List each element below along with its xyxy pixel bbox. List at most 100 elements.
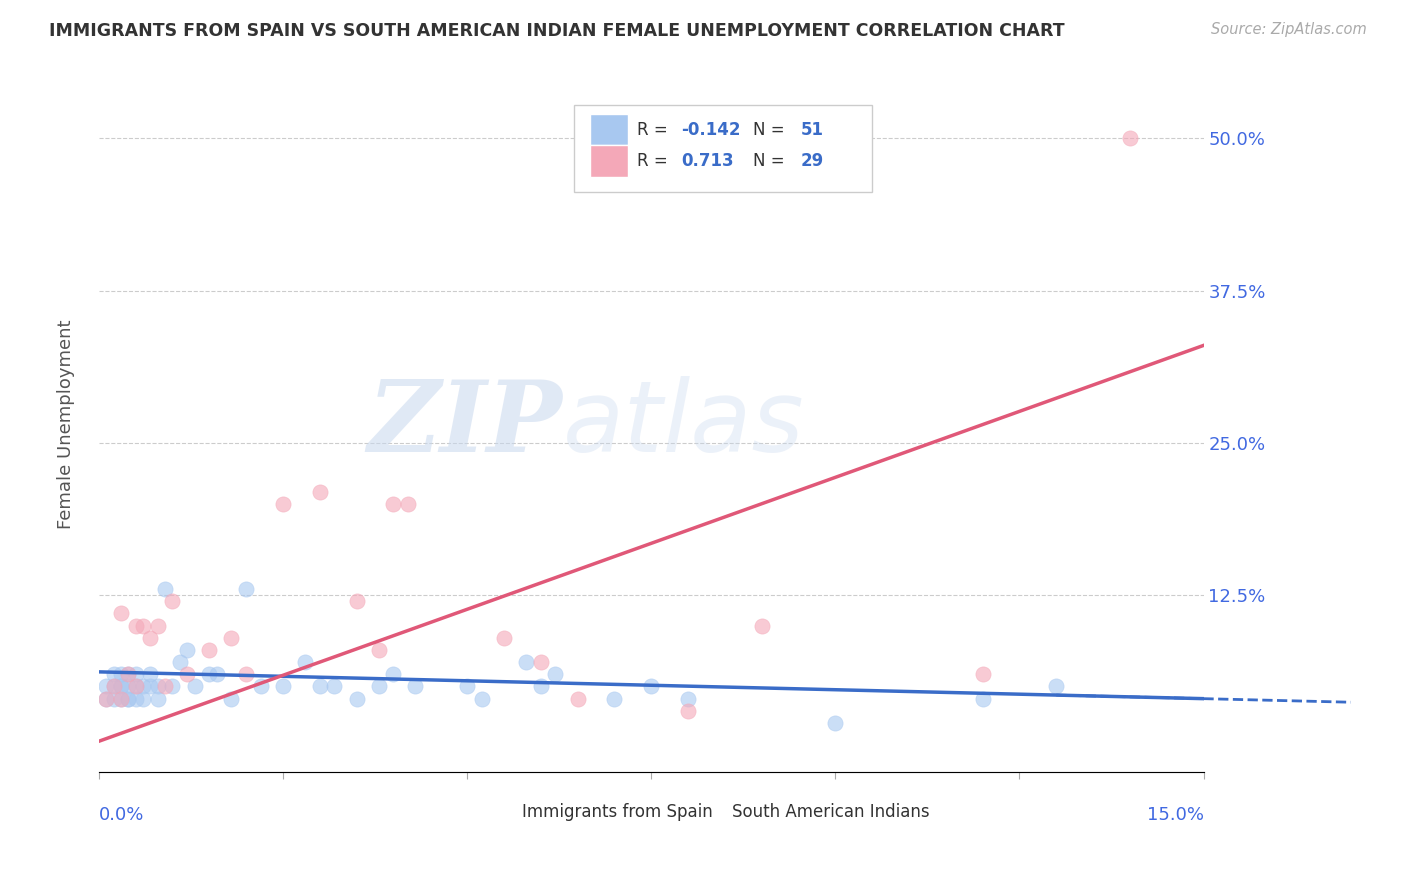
Text: 0.713: 0.713 (681, 152, 734, 169)
Point (198, 643, 221, 657)
Point (640, 680, 662, 694)
Point (205, 667, 228, 681)
Point (124, 667, 146, 681)
Point (471, 691, 494, 706)
Point (250, 680, 273, 694)
Point (103, 667, 125, 681)
Point (456, 680, 478, 694)
Point (153, 582, 176, 596)
Point (405, 680, 427, 694)
Point (972, 667, 994, 681)
Point (169, 655, 191, 669)
Point (124, 680, 146, 694)
Point (103, 691, 125, 706)
Point (676, 704, 699, 718)
Point (367, 643, 389, 657)
Point (117, 667, 139, 681)
Point (132, 618, 155, 632)
Y-axis label: Female Unemployment: Female Unemployment (58, 320, 75, 529)
Point (183, 680, 205, 694)
Text: ZIP: ZIP (368, 376, 562, 473)
FancyBboxPatch shape (591, 113, 628, 145)
Point (110, 680, 132, 694)
Point (124, 691, 146, 706)
Text: Immigrants from Spain: Immigrants from Spain (522, 803, 713, 821)
Point (530, 680, 553, 694)
Point (96, 691, 118, 706)
Point (153, 680, 176, 694)
FancyBboxPatch shape (591, 145, 628, 177)
FancyBboxPatch shape (699, 800, 727, 824)
Point (515, 655, 537, 669)
Point (346, 594, 368, 608)
Point (382, 667, 405, 681)
Point (1119, 131, 1142, 145)
Point (110, 691, 132, 706)
Point (103, 680, 125, 694)
Point (110, 607, 132, 621)
Text: -0.142: -0.142 (681, 120, 741, 138)
Text: R =: R = (637, 152, 673, 169)
Point (271, 497, 294, 511)
Point (139, 680, 162, 694)
Text: atlas: atlas (562, 376, 804, 473)
Point (110, 691, 132, 706)
Text: Source: ZipAtlas.com: Source: ZipAtlas.com (1211, 22, 1367, 37)
Point (162, 594, 184, 608)
Point (146, 680, 169, 694)
Point (124, 680, 146, 694)
Text: South American Indians: South American Indians (731, 803, 929, 821)
Point (294, 655, 316, 669)
Text: N =: N = (752, 152, 790, 169)
Point (176, 667, 198, 681)
Point (235, 667, 257, 681)
Text: IMMIGRANTS FROM SPAIN VS SOUTH AMERICAN INDIAN FEMALE UNEMPLOYMENT CORRELATION C: IMMIGRANTS FROM SPAIN VS SOUTH AMERICAN … (49, 22, 1064, 40)
Point (176, 643, 198, 657)
Point (221, 631, 243, 645)
Point (346, 691, 368, 706)
Point (972, 691, 994, 706)
Point (117, 691, 139, 706)
Text: 0.0%: 0.0% (98, 805, 145, 824)
Point (308, 484, 330, 499)
Point (367, 680, 389, 694)
Point (132, 680, 155, 694)
FancyBboxPatch shape (489, 800, 517, 824)
Point (271, 680, 294, 694)
Point (198, 667, 221, 681)
Point (544, 667, 567, 681)
Point (603, 691, 626, 706)
Point (396, 497, 419, 511)
Text: N =: N = (752, 120, 790, 138)
Point (382, 497, 405, 511)
Point (676, 691, 699, 706)
Point (117, 667, 139, 681)
Point (751, 618, 773, 632)
Point (146, 691, 169, 706)
Point (96, 691, 118, 706)
Point (308, 680, 330, 694)
Point (132, 691, 155, 706)
Point (162, 680, 184, 694)
Point (492, 631, 515, 645)
Point (117, 691, 139, 706)
Point (117, 680, 139, 694)
Point (146, 618, 169, 632)
Point (235, 582, 257, 596)
Point (221, 691, 243, 706)
Text: R =: R = (637, 120, 673, 138)
Point (567, 691, 589, 706)
Point (824, 716, 846, 731)
Point (139, 631, 162, 645)
Point (124, 618, 146, 632)
Text: 29: 29 (800, 152, 824, 169)
FancyBboxPatch shape (574, 105, 872, 192)
Point (323, 680, 346, 694)
Point (110, 680, 132, 694)
Point (110, 667, 132, 681)
Text: 51: 51 (800, 120, 824, 138)
Point (103, 680, 125, 694)
Text: 15.0%: 15.0% (1146, 805, 1204, 824)
Point (1045, 680, 1067, 694)
Point (530, 655, 553, 669)
